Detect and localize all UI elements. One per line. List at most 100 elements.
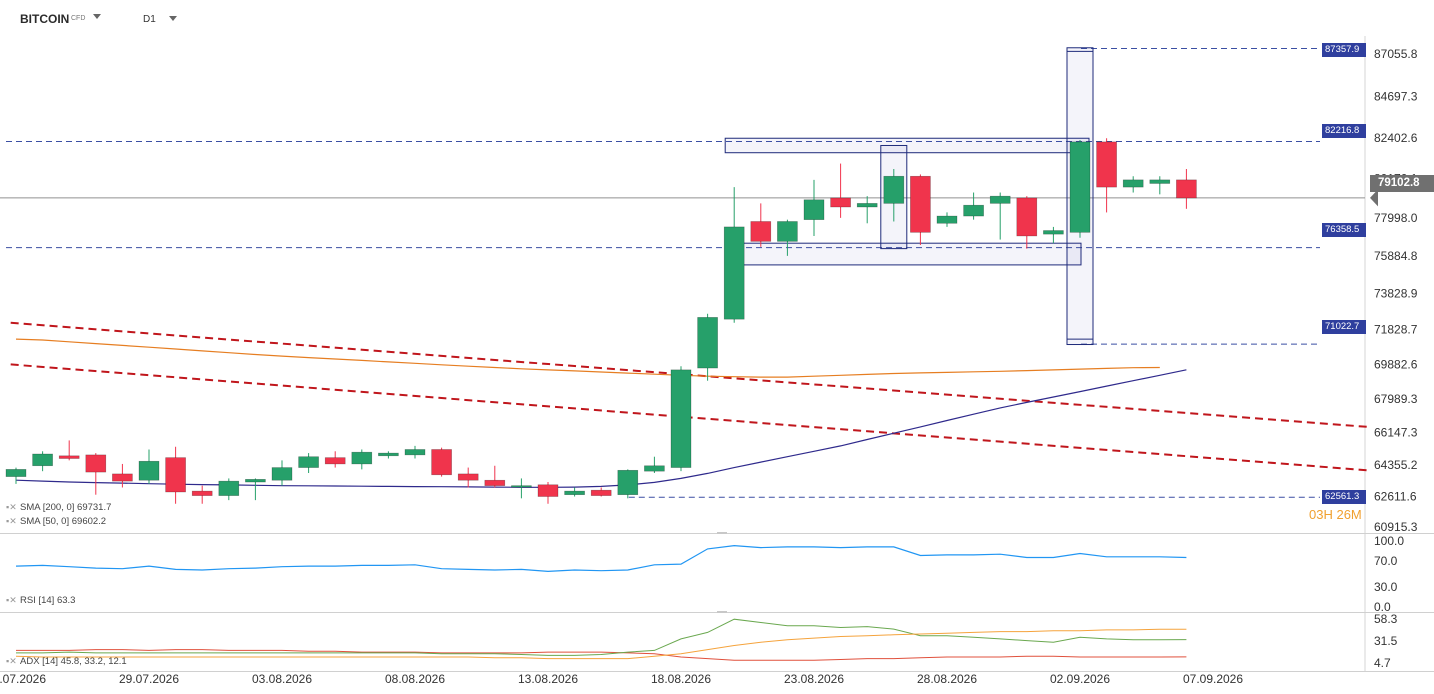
x-tick-label: 28.08.2026 [917, 672, 977, 686]
candle-body [670, 369, 692, 468]
x-tick-label: 24.07.2026 [0, 672, 46, 686]
adx-tick-label: 31.5 [1374, 634, 1398, 648]
candle-body [245, 479, 266, 483]
candle-body [271, 467, 293, 481]
di-minus-line [16, 649, 1187, 661]
candle-body [1096, 141, 1117, 188]
price-level-tag[interactable]: 87357.9 [1322, 43, 1366, 57]
candle-body [457, 473, 479, 481]
candle-body [5, 469, 27, 477]
settings-close-icon[interactable]: ▪✕ [6, 656, 17, 666]
candle-body [404, 449, 426, 456]
candle-body [856, 203, 878, 208]
candle-body [963, 204, 984, 217]
sma50-legend[interactable]: ▪✕ SMA [50, 0] 69602.2 [6, 516, 106, 527]
candle-countdown: 03H 26M [1309, 507, 1362, 522]
candle-body [644, 465, 665, 472]
adx-line [15, 628, 1187, 660]
adx-legend[interactable]: ▪✕ ADX [14] 45.8, 33.2, 12.1 [6, 656, 127, 667]
candle-body [324, 457, 346, 465]
candle-body [564, 490, 585, 496]
candle-body [617, 469, 639, 496]
y-tick-label: 69882.6 [1374, 358, 1418, 372]
candle-body [378, 452, 399, 457]
candle-body [191, 490, 213, 496]
rsi-label: RSI [14] 63.3 [20, 595, 76, 606]
chart-toolbar: BITCOIN CFD D1 [0, 0, 1360, 36]
adx-label: ADX [14] 45.8, 33.2, 12.1 [20, 656, 127, 667]
candle-body [351, 451, 373, 465]
y-tick-label: 64355.2 [1374, 458, 1418, 472]
rsi-legend[interactable]: ▪✕ RSI [14] 63.3 [6, 595, 75, 606]
candle-body [750, 221, 772, 242]
rsi-tick-label: 30.0 [1374, 580, 1398, 594]
y-tick-label: 73828.9 [1374, 286, 1418, 300]
candle-body [85, 454, 107, 473]
candle-body [830, 197, 851, 208]
candle-body [936, 215, 958, 224]
x-tick-label: 08.08.2026 [385, 672, 445, 686]
candle-body [298, 456, 319, 468]
current-price-pointer [1370, 189, 1378, 207]
y-tick-label: 66147.3 [1374, 425, 1418, 439]
timeframe-selector[interactable]: D1 [143, 14, 156, 25]
candle-body [484, 479, 506, 486]
x-tick-label: 29.07.2026 [119, 672, 179, 686]
y-tick-label: 62611.6 [1374, 489, 1417, 503]
rsi-tick-label: 100.0 [1374, 534, 1404, 548]
candle-body [537, 484, 559, 497]
y-tick-label: 84697.3 [1374, 90, 1418, 104]
settings-close-icon[interactable]: ▪✕ [6, 595, 17, 605]
y-tick-label: 82402.6 [1374, 131, 1418, 145]
symbol-name[interactable]: BITCOIN [20, 12, 70, 26]
candle-body [989, 195, 1011, 204]
timeframe-chevron-down-icon[interactable] [169, 16, 177, 21]
candle-body [431, 449, 452, 476]
y-tick-label: 77998.0 [1374, 211, 1418, 225]
candle-body [32, 453, 53, 467]
y-tick-label: 67989.3 [1374, 392, 1418, 406]
symbol-type-badge: CFD [71, 15, 86, 22]
candle-body [723, 226, 745, 320]
y-tick-label: 71828.7 [1374, 323, 1418, 337]
settings-close-icon[interactable]: ▪✕ [6, 516, 17, 526]
price-level-tag[interactable]: 71022.7 [1322, 320, 1366, 334]
panel-resize-handle [717, 611, 727, 613]
rsi-line [15, 544, 1187, 573]
candle-body [1122, 179, 1144, 188]
x-tick-label: 13.08.2026 [518, 672, 578, 686]
candle-body [910, 175, 931, 233]
candle-body [1149, 179, 1171, 184]
candle-body [138, 460, 160, 481]
x-tick-label: 07.09.2026 [1183, 672, 1243, 686]
candle-body [590, 489, 612, 496]
symbol-dropdown-chevron-down-icon[interactable] [93, 14, 101, 19]
candle-body [112, 473, 133, 482]
candle-body [883, 175, 905, 204]
adx-tick-label: 4.7 [1374, 656, 1391, 670]
x-tick-label: 02.09.2026 [1050, 672, 1110, 686]
candle-body [1016, 197, 1038, 237]
sma50-line [15, 369, 1187, 488]
y-tick-label: 75884.8 [1374, 249, 1418, 263]
y-tick-label: 87055.8 [1374, 47, 1418, 61]
price-level-tag[interactable]: 62561.3 [1322, 490, 1366, 504]
price-level-tag[interactable]: 82216.8 [1322, 124, 1366, 138]
candle-body [1176, 179, 1197, 199]
candle-body [511, 485, 532, 488]
sma200-label: SMA [200, 0] 69731.7 [20, 502, 112, 513]
x-tick-label: 18.08.2026 [651, 672, 711, 686]
sma200-line [15, 338, 1160, 378]
di-plus-line [16, 618, 1187, 656]
rsi-tick-label: 70.0 [1374, 554, 1398, 568]
candle-body [803, 199, 825, 220]
sma200-legend[interactable]: ▪✕ SMA [200, 0] 69731.7 [6, 502, 111, 513]
candle-body [58, 455, 80, 459]
y-tick-label: 60915.3 [1374, 520, 1418, 534]
panel-resize-handle [717, 532, 727, 534]
sma50-label: SMA [50, 0] 69602.2 [20, 516, 107, 527]
price-level-tag[interactable]: 76358.5 [1322, 223, 1366, 237]
x-tick-label: 03.08.2026 [252, 672, 312, 686]
settings-close-icon[interactable]: ▪✕ [6, 502, 17, 512]
